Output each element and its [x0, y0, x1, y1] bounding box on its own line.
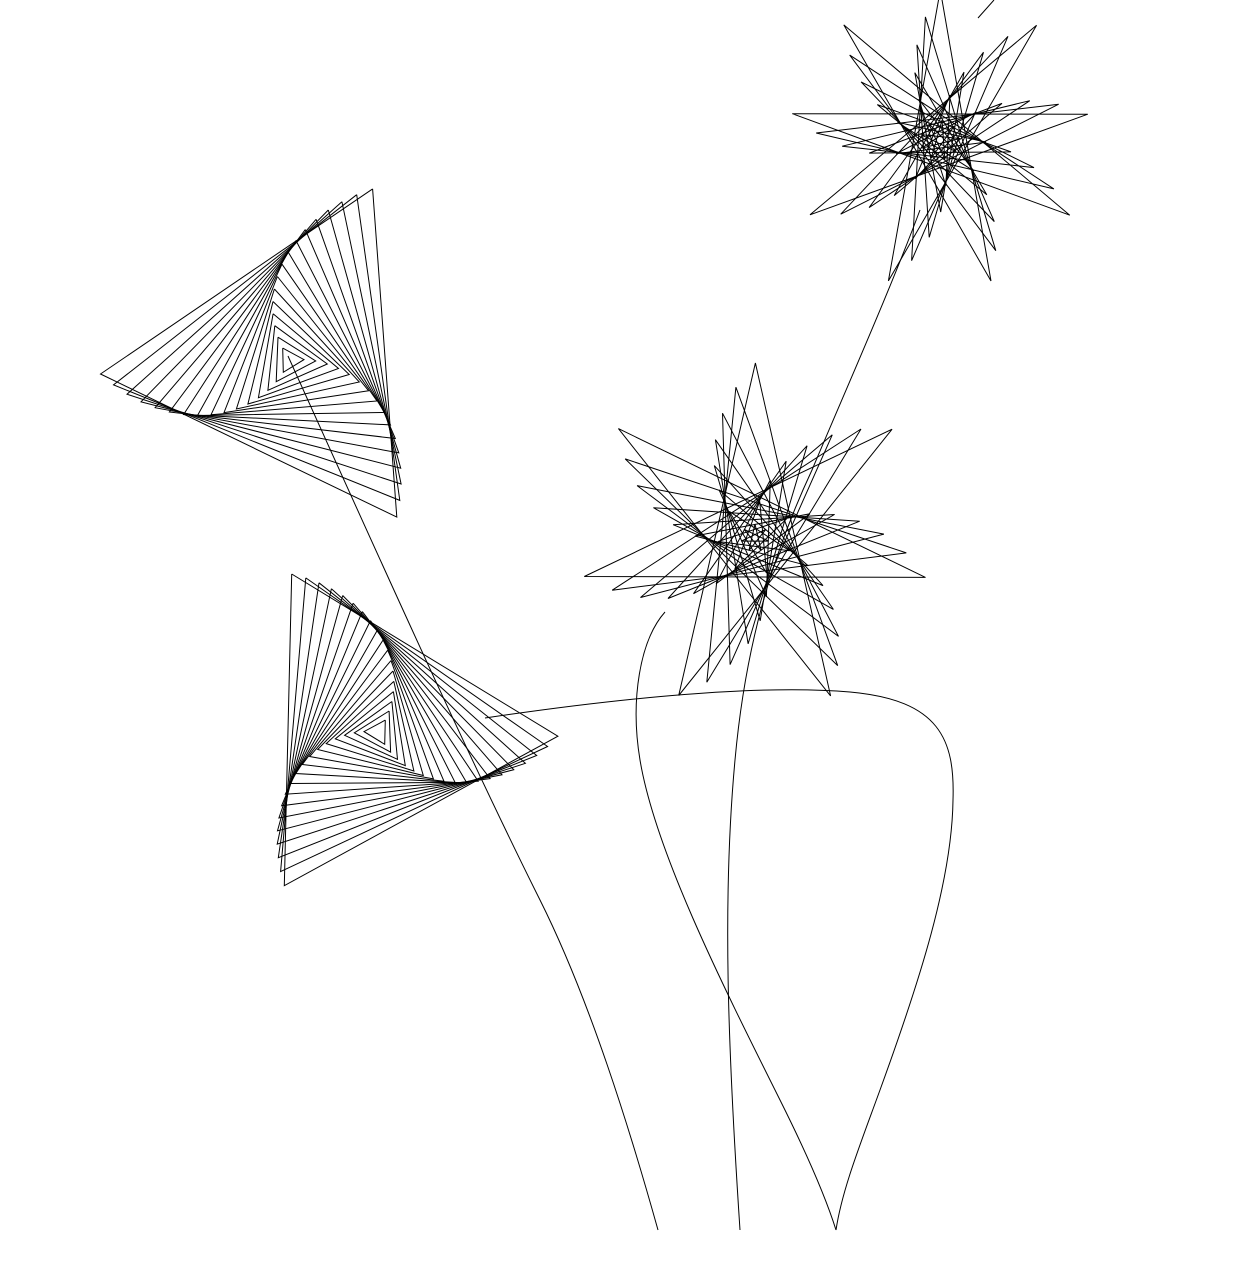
triangle-flower-1-layer	[210, 263, 378, 416]
flowers	[99, 0, 1088, 887]
nonagram-flower-layer	[869, 71, 1012, 213]
triangle-flower-1-layer	[235, 288, 361, 410]
triangle-flower-2-layer	[325, 681, 415, 772]
triangle-flower-2-layer	[283, 573, 559, 887]
triangle-flower-1-layer	[223, 276, 370, 414]
triangle-flower-1-layer	[267, 325, 329, 392]
triangle-flower-1-layer	[140, 209, 402, 469]
triangle-flower-2	[276, 573, 559, 887]
triangle-flower-2-layer	[277, 582, 538, 859]
triangle-flower-1-layer	[168, 229, 397, 440]
triangle-flower-2-layer	[280, 577, 549, 873]
stems	[287, 0, 995, 1231]
triangle-flower-2-layer	[284, 620, 480, 795]
triangle-flower-1-layer	[247, 301, 351, 405]
heptagram-flower-layer	[653, 439, 860, 644]
triangle-flower-2-layer	[308, 660, 435, 780]
triangle-flower-1-layer	[275, 336, 317, 383]
triangle-flower-1-layer	[112, 194, 401, 502]
triangle-flower-1	[99, 188, 402, 518]
triangle-flower-2-layer	[278, 602, 503, 819]
heptagram-flower-layer	[584, 362, 926, 697]
nonagram-flower-layer	[920, 119, 961, 160]
triangle-flower-2-layer	[294, 639, 456, 783]
triangle-flower-2-layer	[343, 701, 399, 761]
triangle-flower-2-layer	[276, 595, 515, 832]
triangle-flower-1-layer	[126, 201, 402, 485]
triangle-flower-1-layer	[182, 240, 392, 426]
triangle-flower-1-layer	[196, 251, 386, 417]
stem-from-triangle-flower-1	[287, 355, 659, 1231]
triangle-flower-2-layer	[316, 670, 425, 777]
nonagram-flower-layer	[792, 0, 1088, 282]
stem-from-heptagram-flower	[635, 611, 837, 1231]
triangle-flower-2-layer	[353, 710, 392, 753]
heptagram-flower-layer	[718, 501, 790, 574]
heptagram-flower-layer	[636, 412, 885, 665]
stem-loop	[484, 689, 954, 1231]
nonagram-flower	[792, 0, 1088, 282]
triangle-flower-1-layer	[154, 218, 400, 454]
triangle-flower-2-layer	[301, 649, 445, 782]
triangle-flower-1-layer	[99, 188, 398, 518]
triangle-flower-1-layer	[257, 313, 340, 399]
nonagram-flower-layer	[842, 44, 1035, 238]
nonagram-flower-layer	[816, 16, 1059, 261]
stem-from-nonagram-flower	[727, 0, 995, 1231]
heptagram-flower	[584, 362, 926, 697]
triangle-flower-2-layer	[280, 611, 492, 807]
triangle-flower-2-layer	[362, 719, 386, 746]
nonagram-flower-layer	[895, 94, 987, 186]
heptagram-flower-layer	[611, 387, 907, 683]
triangle-flower-1-layer	[282, 347, 306, 374]
triangle-flower-2-layer	[276, 588, 527, 845]
triangle-flower-2-layer	[334, 691, 406, 767]
triangle-flower-2-layer	[289, 629, 468, 785]
